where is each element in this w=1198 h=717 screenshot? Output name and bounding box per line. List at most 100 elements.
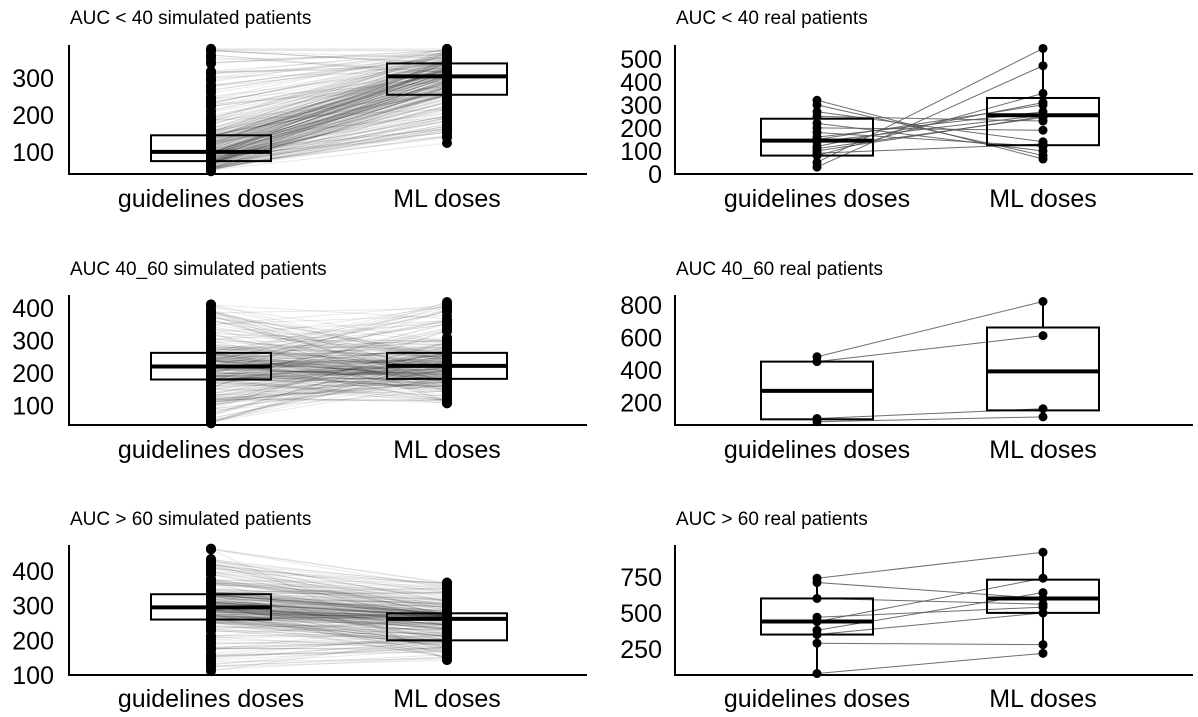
pair-line [210, 317, 448, 343]
pair-line [210, 382, 448, 397]
pair-line [210, 326, 448, 368]
pair-line [210, 53, 448, 122]
y-tick-label: 100 [12, 662, 54, 690]
pair-line [210, 309, 448, 389]
data-point [812, 630, 822, 640]
pair-line [210, 120, 448, 164]
pair-line [210, 382, 448, 392]
pair-line [210, 75, 448, 153]
pair-line [210, 318, 448, 382]
y-tick-label: 400 [12, 295, 54, 323]
pair-line [210, 641, 448, 648]
pair-line [210, 69, 448, 132]
pair-line [210, 311, 448, 366]
data-point [206, 554, 216, 565]
pair-line [210, 601, 448, 607]
pair-line [210, 618, 448, 647]
pair-line [210, 74, 448, 154]
pair-line [210, 54, 448, 92]
pair-line [210, 636, 448, 672]
data-point [206, 43, 216, 54]
pair-line [210, 303, 448, 361]
data-point [442, 350, 452, 361]
pair-line [210, 598, 448, 603]
pair-line [210, 623, 448, 650]
pair-line [210, 354, 448, 374]
pair-line [210, 61, 448, 138]
pair-line [816, 551, 1044, 579]
pair-line [210, 49, 448, 82]
pair-line [210, 379, 448, 404]
pair-line [210, 365, 448, 401]
pair-line [210, 371, 448, 377]
pair-line [210, 69, 448, 151]
data-point [206, 333, 216, 344]
pair-line [210, 344, 448, 358]
pair-line [210, 93, 448, 172]
pair-line [210, 50, 448, 64]
pair-line [210, 121, 448, 166]
pair-line [210, 71, 448, 147]
pair-line [210, 127, 448, 171]
pair-line [210, 622, 448, 640]
pair-line [210, 607, 448, 625]
pair-line [210, 607, 448, 618]
pair-line [210, 72, 448, 146]
pair-line [210, 620, 448, 647]
pair-line [210, 68, 448, 73]
pair-line [210, 352, 448, 382]
pair-line [210, 548, 448, 661]
y-tick-label: 100 [12, 393, 54, 421]
pair-line [210, 327, 448, 392]
data-point [206, 354, 216, 365]
pair-line [210, 611, 448, 625]
pair-line [210, 367, 448, 380]
pair-line [210, 93, 448, 156]
pair-line [210, 639, 448, 646]
pair-line [210, 320, 448, 333]
pair-line [210, 611, 448, 616]
box-guidelines [760, 356, 874, 424]
pair-line [210, 307, 448, 314]
pair-line [210, 76, 448, 141]
pair-line [210, 629, 448, 649]
data-point [206, 319, 216, 330]
pair-line [210, 95, 448, 169]
pair-line [210, 600, 448, 612]
pair-line [210, 600, 448, 615]
y-tick-label: 400 [620, 357, 662, 385]
pair-line [210, 635, 448, 645]
data-point [812, 593, 822, 603]
pair-line [210, 360, 448, 376]
pair-line [210, 336, 448, 359]
pair-line [210, 74, 448, 154]
pair-line [210, 79, 448, 163]
pair-line [210, 355, 448, 400]
pair-line [816, 132, 1044, 147]
pair-line [210, 333, 448, 381]
pair-line [210, 73, 448, 144]
pair-line [210, 352, 448, 392]
pair-line [210, 93, 448, 167]
data-point [442, 124, 452, 135]
pair-line [210, 639, 448, 650]
pair-line [210, 366, 448, 379]
pair-line [816, 577, 1044, 623]
pair-line [210, 370, 448, 402]
x-tick-label: ML doses [989, 436, 1096, 464]
pair-line [210, 95, 448, 154]
pair-line [210, 376, 448, 422]
data-point [442, 363, 452, 374]
pair-line [210, 54, 448, 73]
pair-line [210, 87, 448, 162]
pair-line [210, 50, 448, 64]
pair-line [210, 589, 448, 594]
pair-line [210, 48, 448, 100]
pair-line [210, 65, 448, 144]
pair-line [210, 616, 448, 637]
pair-line [210, 580, 448, 593]
pair-line [210, 650, 448, 656]
pair-line [210, 346, 448, 357]
pair-line [210, 333, 448, 343]
pair-line [210, 50, 448, 59]
